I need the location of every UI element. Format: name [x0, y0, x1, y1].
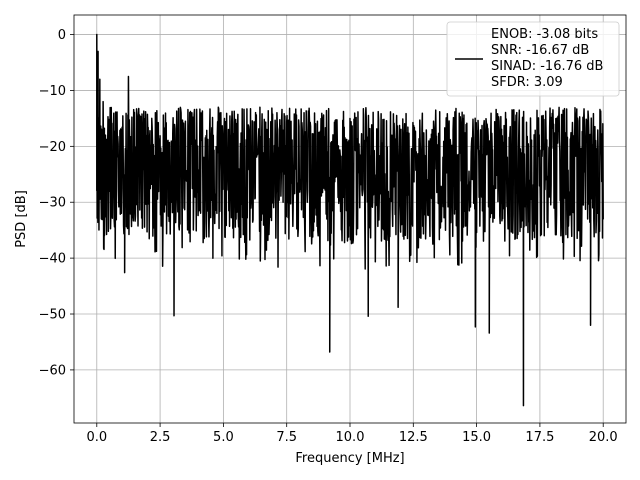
- x-tick-label: 15.0: [462, 430, 491, 445]
- plot-frame: [73, 14, 627, 424]
- y-tick-label: 0: [58, 28, 66, 43]
- legend: ENOB: -3.08 bits SNR: -16.67 dB SINAD: -…: [446, 21, 620, 97]
- y-tick-label: −10: [39, 84, 66, 99]
- legend-entry-enob: ENOB: -3.08 bits: [491, 27, 598, 42]
- x-axis-ticks: 0.0 2.5 5.0 7.5 10.0 12.5 15.0 17.5 20.0: [86, 423, 618, 445]
- legend-entry-sfdr: SFDR: 3.09: [491, 75, 563, 90]
- x-tick-label: 10.0: [336, 430, 365, 445]
- y-tick-label: −60: [39, 363, 66, 378]
- y-axis-ticks: 0 −10 −20 −30 −40 −50 −60: [39, 28, 74, 378]
- psd-series-line: [96, 33, 604, 407]
- y-axis-label: PSD [dB]: [14, 190, 29, 248]
- x-tick-label: 20.0: [589, 430, 618, 445]
- x-tick-label: 5.0: [213, 430, 234, 445]
- y-tick-label: −20: [39, 140, 66, 155]
- y-tick-label: −30: [39, 196, 66, 211]
- x-tick-label: 2.5: [150, 430, 171, 445]
- x-tick-label: 7.5: [276, 430, 297, 445]
- x-tick-label: 17.5: [525, 430, 554, 445]
- x-tick-label: 12.5: [399, 430, 428, 445]
- legend-entry-snr: SNR: -16.67 dB: [491, 43, 589, 58]
- y-tick-label: −40: [39, 252, 66, 267]
- legend-box: [446, 21, 620, 97]
- y-tick-label: −50: [39, 308, 66, 323]
- x-axis-label: Frequency [MHz]: [295, 451, 404, 466]
- legend-entry-sinad: SINAD: -16.76 dB: [491, 59, 603, 74]
- x-tick-label: 0.0: [86, 430, 107, 445]
